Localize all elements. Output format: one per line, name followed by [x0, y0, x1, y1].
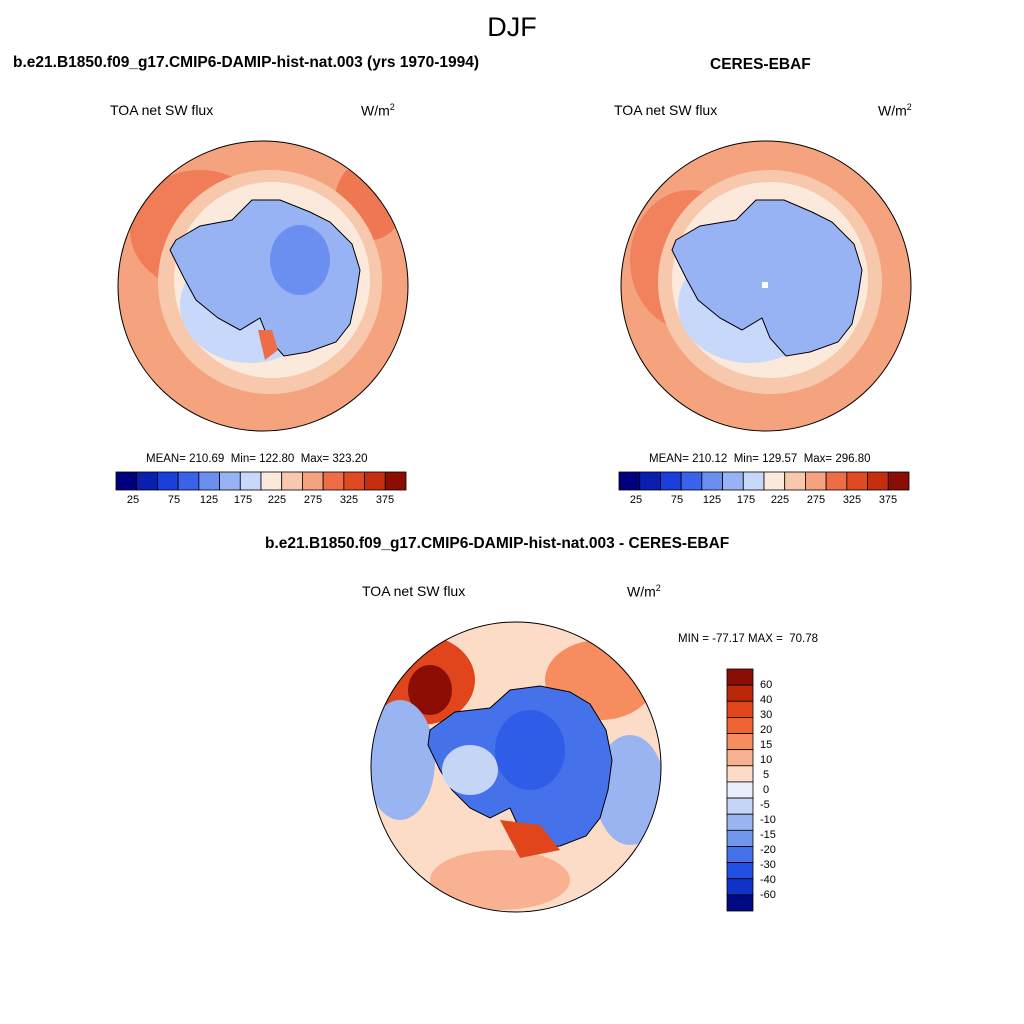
colorbar-tick: -15: [760, 829, 776, 841]
colorbar-swatch: [701, 471, 723, 491]
colorbar-swatch: [805, 471, 827, 491]
colorbar-swatch: [726, 668, 754, 686]
panel-1-title: b.e21.B1850.f09_g17.CMIP6-DAMIP-hist-nat…: [13, 54, 480, 71]
colorbar-swatch: [322, 471, 345, 491]
colorbar-swatch: [115, 471, 138, 491]
colorbar-swatch: [136, 471, 158, 491]
colorbar-swatch: [618, 471, 641, 491]
colorbar-swatch: [364, 471, 386, 491]
colorbar-tick: 5: [763, 769, 770, 781]
panel-3-units: W/m2: [627, 583, 661, 600]
colorbar-swatch: [726, 846, 754, 863]
colorbar-swatch: [726, 749, 754, 767]
colorbar-tick: 375: [878, 494, 898, 506]
colorbar-tick: 125: [199, 494, 219, 506]
colorbar-tick: 60: [760, 679, 773, 691]
panel-1-units: W/m2: [361, 102, 395, 119]
panel-3-colorbar: [726, 668, 754, 912]
colorbar-swatch: [726, 813, 754, 831]
colorbar-swatch: [726, 781, 754, 799]
colorbar-swatch: [726, 862, 754, 880]
colorbar-tick: -10: [760, 814, 776, 826]
colorbar-swatch: [260, 471, 283, 491]
colorbar-swatch: [302, 471, 324, 491]
colorbar-tick: 275: [303, 494, 323, 506]
colorbar-swatch: [726, 829, 754, 847]
colorbar-tick: 375: [375, 494, 395, 506]
colorbar-tick: 75: [670, 494, 684, 506]
figure-title: DJF: [487, 12, 537, 42]
colorbar-swatch: [726, 717, 754, 734]
colorbar-tick: 325: [842, 494, 862, 506]
panel-1-colorbar: [115, 471, 407, 491]
panel-2-title: CERES-EBAF: [710, 56, 811, 73]
colorbar-swatch: [846, 471, 868, 491]
colorbar-tick: 325: [339, 494, 359, 506]
colorbar-swatch: [281, 471, 303, 491]
colorbar-tick: 75: [167, 494, 181, 506]
colorbar-swatch: [726, 765, 754, 783]
colorbar-tick: 275: [806, 494, 826, 506]
colorbar-tick: -20: [760, 844, 776, 856]
colorbar-swatch: [726, 878, 754, 896]
colorbar-swatch: [784, 471, 806, 491]
colorbar-swatch: [887, 471, 910, 491]
colorbar-swatch: [157, 471, 179, 491]
colorbar-swatch: [219, 471, 241, 491]
panel-3-title: b.e21.B1850.f09_g17.CMIP6-DAMIP-hist-nat…: [265, 535, 730, 552]
colorbar-swatch: [726, 797, 754, 815]
panel-3-variable: TOA net SW flux: [362, 583, 466, 599]
colorbar-swatch: [763, 471, 786, 491]
colorbar-tick: 25: [126, 494, 140, 506]
colorbar-tick: -40: [760, 874, 776, 886]
colorbar-swatch: [639, 471, 661, 491]
colorbar-tick: 175: [736, 494, 756, 506]
colorbar-tick: 0: [763, 784, 770, 796]
colorbar-swatch: [198, 471, 220, 491]
panel-2-stats: MEAN= 210.12 Min= 129.57 Max= 296.80: [649, 453, 871, 465]
colorbar-swatch: [384, 471, 407, 491]
colorbar-tick: 40: [760, 694, 773, 706]
colorbar-tick: 20: [760, 724, 773, 736]
colorbar-swatch: [177, 471, 200, 491]
colorbar-swatch: [867, 471, 889, 491]
panel-3-stats: MIN = -77.17 MAX = 70.78: [678, 633, 818, 645]
colorbar-swatch: [825, 471, 848, 491]
panel-1-variable: TOA net SW flux: [110, 102, 214, 118]
colorbar-swatch: [726, 700, 754, 718]
colorbar-tick: 25: [629, 494, 643, 506]
colorbar-tick: 30: [760, 709, 773, 721]
colorbar-tick: 175: [233, 494, 253, 506]
colorbar-tick: -5: [760, 799, 770, 811]
colorbar-swatch: [742, 471, 765, 491]
panel-2-variable: TOA net SW flux: [614, 102, 718, 118]
colorbar-swatch: [680, 471, 703, 491]
colorbar-swatch: [726, 894, 754, 912]
panel-2-colorbar: [618, 471, 910, 491]
colorbar-swatch: [726, 684, 754, 702]
colorbar-swatch: [660, 471, 682, 491]
colorbar-swatch: [239, 471, 262, 491]
colorbar-tick: 125: [702, 494, 722, 506]
colorbar-swatch: [722, 471, 744, 491]
colorbar-tick: 225: [770, 494, 790, 506]
colorbar-tick: -60: [760, 889, 776, 901]
colorbar-swatch: [343, 471, 365, 491]
panel-1-stats: MEAN= 210.69 Min= 122.80 Max= 323.20: [146, 453, 368, 465]
colorbar-tick: 15: [760, 739, 773, 751]
colorbar-swatch: [726, 733, 754, 751]
colorbar-tick: 225: [267, 494, 287, 506]
colorbar-tick: 10: [760, 754, 773, 766]
colorbar-tick: -30: [760, 859, 776, 871]
panel-2-units: W/m2: [878, 102, 912, 119]
